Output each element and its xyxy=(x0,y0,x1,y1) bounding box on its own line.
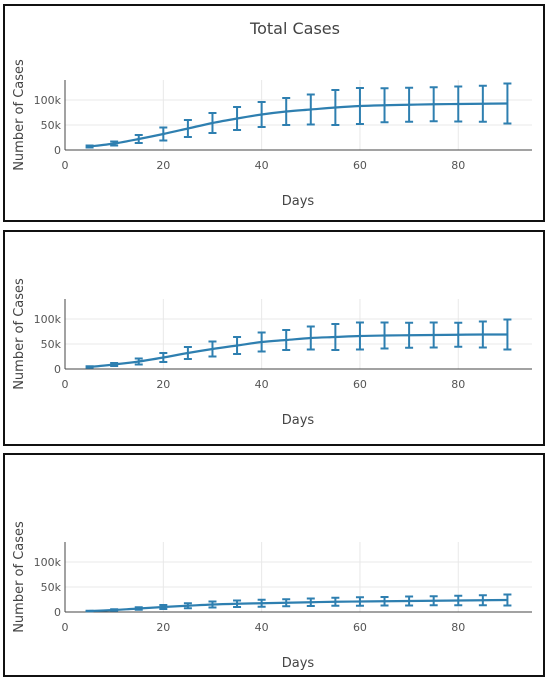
y-tick-label: 100k xyxy=(34,94,62,107)
x-axis-title: Days xyxy=(282,656,315,671)
x-tick-label: 0 xyxy=(62,159,69,172)
x-axis-title: Days xyxy=(282,194,315,209)
chart-panel-high-density: Cases in High Density Areas020406080050k… xyxy=(3,230,545,446)
y-tick-label: 100k xyxy=(34,556,62,569)
y-tick-label: 0 xyxy=(54,363,61,376)
chart-panel-low-density: Cases in Low Density Areas020406080050k1… xyxy=(3,453,545,677)
x-tick-label: 20 xyxy=(156,159,170,172)
y-tick-label: 50k xyxy=(41,338,62,351)
x-tick-label: 60 xyxy=(353,378,367,391)
x-tick-label: 20 xyxy=(156,621,170,634)
x-tick-label: 80 xyxy=(451,621,465,634)
x-tick-label: 60 xyxy=(353,621,367,634)
x-tick-label: 80 xyxy=(451,378,465,391)
chart-title: Total Cases xyxy=(249,19,340,38)
series-line xyxy=(89,333,508,369)
y-tick-label: 0 xyxy=(54,606,61,619)
x-axis-title: Days xyxy=(282,413,315,428)
y-tick-label: 50k xyxy=(41,119,62,132)
x-tick-label: 0 xyxy=(62,621,69,634)
chart-svg: Total Cases 0 20 40 60 80 0 50k 100k Days Number o… xyxy=(12,19,532,209)
y-tick-label: 100k xyxy=(34,313,62,326)
y-axis-title: Number of Cases xyxy=(12,521,27,633)
x-tick-label: 80 xyxy=(451,159,465,172)
y-tick-label: 0 xyxy=(54,144,61,157)
chart-panel-total-cases: Total Cases 0 20 40 60 80 0 50k 100k Days Number o… xyxy=(3,4,545,222)
y-tick-label: 50k xyxy=(41,581,62,594)
x-tick-label: 40 xyxy=(255,621,269,634)
x-tick-label: 60 xyxy=(353,159,367,172)
chart-svg: Cases in Low Density Areas020406080050k1… xyxy=(12,521,532,671)
chart-svg: Cases in High Density Areas020406080050k… xyxy=(12,278,532,428)
y-axis-title: Number of Cases xyxy=(12,278,27,390)
series-line xyxy=(89,102,508,148)
x-tick-label: 20 xyxy=(156,378,170,391)
series-line xyxy=(89,598,508,613)
y-axis-title: Number of Cases xyxy=(12,59,27,171)
x-tick-label: 40 xyxy=(255,159,269,172)
x-tick-label: 40 xyxy=(255,378,269,391)
x-tick-label: 0 xyxy=(62,378,69,391)
